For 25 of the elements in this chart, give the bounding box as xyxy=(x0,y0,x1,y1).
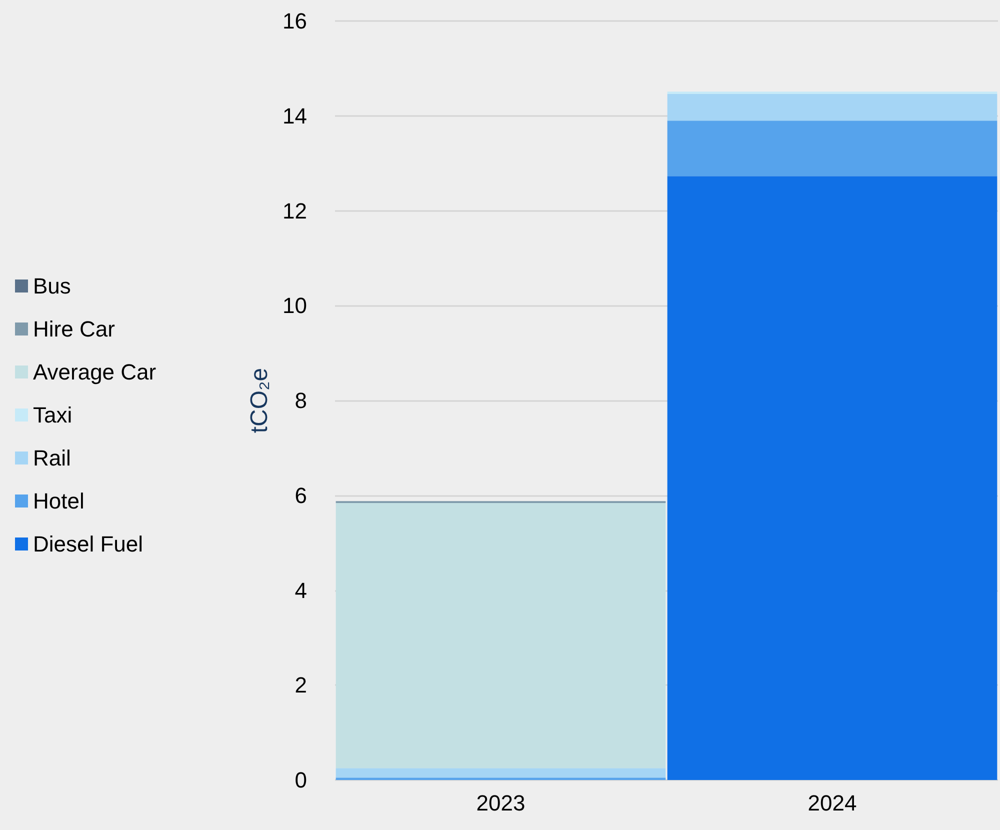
x-tick-label: 2024 xyxy=(808,790,857,816)
bar xyxy=(336,502,666,768)
y-tick-label: 8 xyxy=(294,388,307,413)
legend-label: Taxi xyxy=(33,402,72,428)
bar xyxy=(667,92,998,94)
legend-label: Bus xyxy=(33,274,71,298)
bar xyxy=(667,120,998,176)
x-tick-label: 2023 xyxy=(476,790,526,816)
legend-label: Average Car xyxy=(33,360,156,384)
legend-label: Hire Car xyxy=(33,316,115,342)
legend-label: Diesel Fuel xyxy=(33,532,144,556)
y-tick-label: 4 xyxy=(294,578,307,603)
y-tick-label: 6 xyxy=(294,482,307,508)
y-tick-label: 12 xyxy=(282,198,307,224)
y-tick-label: 14 xyxy=(282,103,307,128)
y-tick-label: 0 xyxy=(294,768,307,792)
y-tick-label: 16 xyxy=(282,8,307,34)
y-axis-title: tCO₂e xyxy=(246,368,274,434)
bar xyxy=(336,768,666,778)
bar xyxy=(667,94,998,121)
legend-label: Hotel xyxy=(33,488,84,514)
y-tick-label: 10 xyxy=(282,293,307,318)
legend-label: Rail xyxy=(33,446,71,470)
bar xyxy=(667,176,998,780)
y-tick-label: 2 xyxy=(294,672,307,698)
